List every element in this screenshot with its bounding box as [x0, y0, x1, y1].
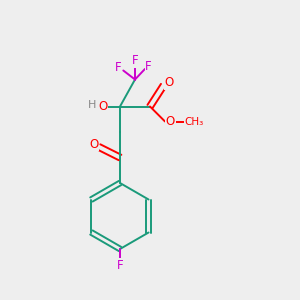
Text: O: O — [164, 76, 173, 89]
Text: F: F — [145, 59, 152, 73]
Text: O: O — [89, 137, 98, 151]
Text: H: H — [88, 100, 97, 110]
Text: F: F — [132, 54, 138, 68]
Text: O: O — [98, 100, 107, 113]
Text: CH₃: CH₃ — [185, 116, 204, 127]
Text: F: F — [115, 61, 122, 74]
Text: O: O — [166, 115, 175, 128]
Text: F: F — [117, 259, 123, 272]
